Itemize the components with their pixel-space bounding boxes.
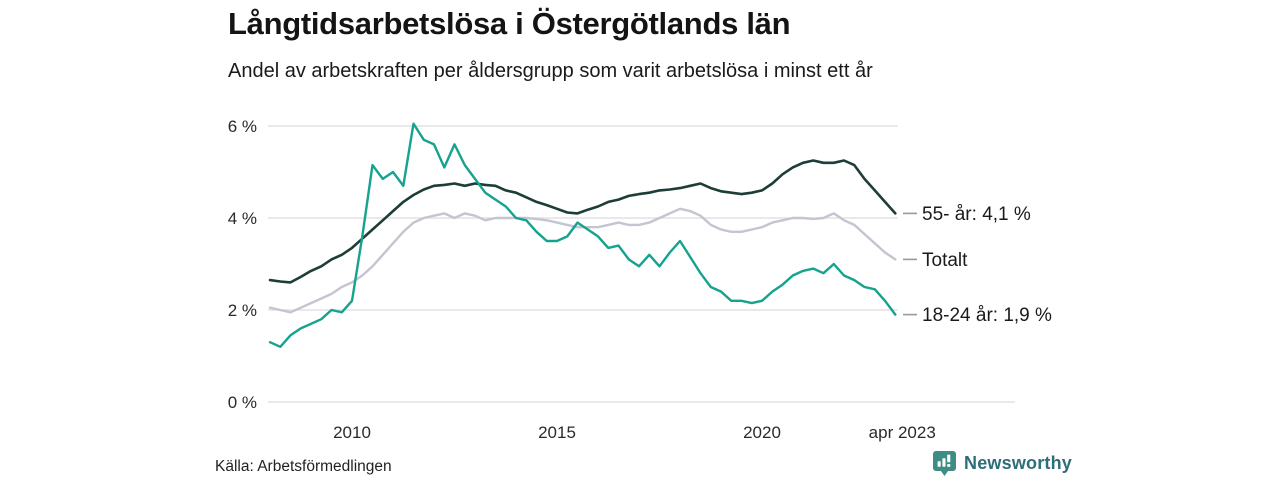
x-tick-label: apr 2023 (869, 423, 936, 442)
y-tick-label: 0 % (228, 393, 257, 412)
x-tick-label: 2010 (333, 423, 371, 442)
x-tick-label: 2020 (743, 423, 781, 442)
y-tick-label: 2 % (228, 301, 257, 320)
y-tick-label: 6 % (228, 117, 257, 136)
series-line-55-r (268, 159, 897, 284)
series-end-label: 55- år: 4,1 % (922, 204, 1031, 225)
newsworthy-bar-chart-bubble-icon (933, 450, 957, 477)
series-line-18-24-r (268, 122, 897, 348)
source-text: Källa: Arbetsförmedlingen (215, 458, 392, 475)
x-tick-label: 2015 (538, 423, 576, 442)
newsworthy-logo: Newsworthy (933, 450, 1072, 477)
series-end-label: 18-24 år: 1,9 % (922, 305, 1052, 326)
newsworthy-wordmark: Newsworthy (964, 453, 1073, 473)
y-tick-label: 4 % (228, 209, 257, 228)
chart-subtitle: Andel av arbetskraften per åldersgrupp s… (228, 60, 873, 82)
series-end-label: Totalt (922, 250, 968, 271)
page-title: Långtidsarbetslösa i Östergötlands län (228, 6, 791, 41)
